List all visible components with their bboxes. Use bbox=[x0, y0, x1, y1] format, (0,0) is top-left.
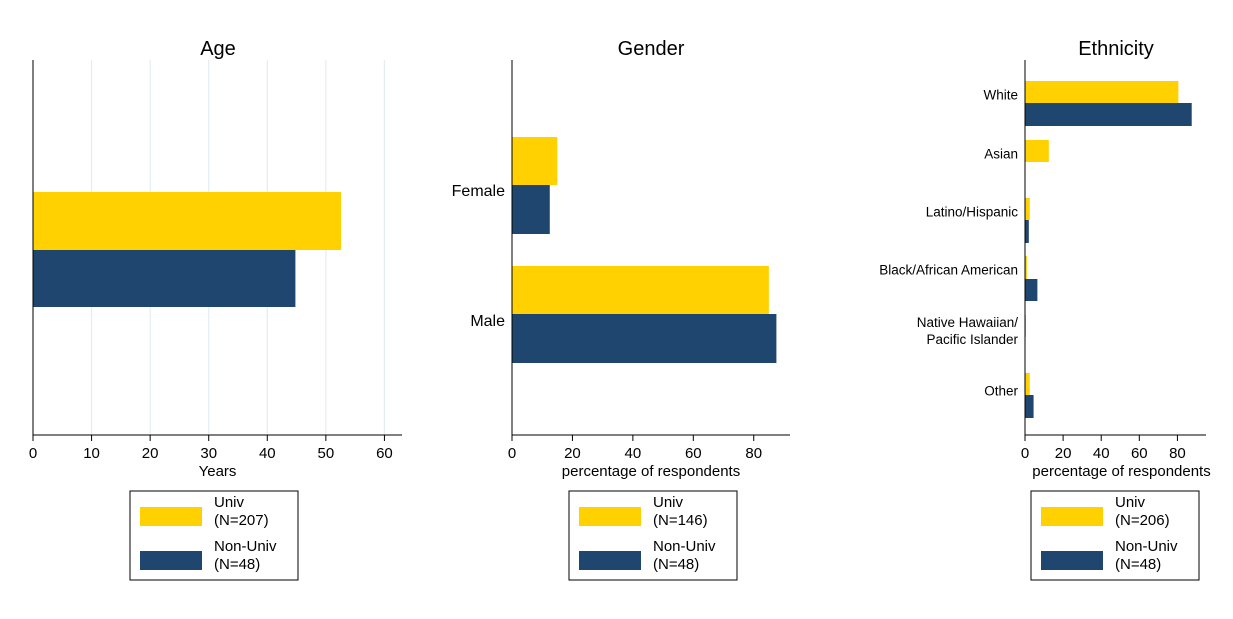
bar-univ bbox=[512, 137, 558, 185]
category-label: Native Hawaiian/Pacific Islander bbox=[917, 315, 1019, 347]
legend-swatch bbox=[579, 507, 641, 526]
bar-univ bbox=[1025, 198, 1030, 220]
bar-nonuniv bbox=[1025, 279, 1038, 301]
legend-label: Univ bbox=[1115, 494, 1146, 511]
x-tick-label: 20 bbox=[142, 445, 159, 462]
category-label: White bbox=[983, 88, 1018, 103]
legend-swatch bbox=[140, 551, 202, 570]
bar-univ bbox=[512, 266, 769, 314]
x-tick-label: 40 bbox=[259, 445, 276, 462]
bar-univ bbox=[1025, 140, 1049, 162]
x-tick-label: 40 bbox=[1093, 445, 1110, 462]
ethnicity-chart: Ethnicity White Asian Latino/Hispanic Black/… bbox=[879, 38, 1211, 581]
x-tick-label: 0 bbox=[29, 445, 37, 462]
legend-count: (N=48) bbox=[214, 556, 260, 573]
x-tick-label: 0 bbox=[1021, 445, 1029, 462]
category-label-line: Native Hawaiian/ bbox=[917, 315, 1019, 330]
legend-count: (N=146) bbox=[653, 512, 708, 529]
category-label: Other bbox=[984, 384, 1018, 399]
category-label: Female bbox=[452, 183, 505, 200]
legend-label: Non-Univ bbox=[214, 538, 277, 555]
legend-count: (N=206) bbox=[1115, 512, 1170, 529]
bar-univ bbox=[1025, 373, 1030, 395]
chart-title: Gender bbox=[618, 38, 685, 60]
category-label: Asian bbox=[984, 147, 1018, 162]
legend-swatch bbox=[1041, 551, 1103, 570]
legend-label: Univ bbox=[214, 494, 245, 511]
x-tick-label: 60 bbox=[685, 445, 702, 462]
legend-label: Non-Univ bbox=[653, 538, 716, 555]
legend-swatch bbox=[579, 551, 641, 570]
chart-title: Age bbox=[200, 38, 236, 60]
bar-nonuniv bbox=[512, 185, 550, 234]
x-tick-label: 60 bbox=[376, 445, 393, 462]
category-label: Male bbox=[470, 313, 505, 330]
x-tick-label: 60 bbox=[1131, 445, 1148, 462]
x-tick-label: 10 bbox=[83, 445, 100, 462]
legend-count: (N=207) bbox=[214, 512, 269, 529]
legend-label: Univ bbox=[653, 494, 684, 511]
x-tick-label: 50 bbox=[318, 445, 335, 462]
x-axis-label: percentage of respondents bbox=[1032, 463, 1210, 480]
chart-title: Ethnicity bbox=[1078, 38, 1154, 60]
x-tick-label: 0 bbox=[508, 445, 516, 462]
x-tick-label: 20 bbox=[564, 445, 581, 462]
bar-nonuniv bbox=[512, 314, 777, 363]
x-tick-label: 30 bbox=[200, 445, 217, 462]
x-tick-label: 40 bbox=[625, 445, 642, 462]
category-label-line: Pacific Islander bbox=[926, 332, 1018, 347]
bar-univ bbox=[1025, 256, 1027, 279]
legend-label: Non-Univ bbox=[1115, 538, 1178, 555]
bar-nonuniv bbox=[1025, 103, 1192, 126]
category-label: Black/African American bbox=[879, 263, 1018, 278]
gender-chart: Gender Female Male 0 20 40 60 80 percentage of r… bbox=[452, 38, 790, 581]
bar-nonuniv bbox=[1025, 220, 1029, 243]
bar-nonuniv bbox=[1025, 395, 1034, 418]
category-label: Latino/Hispanic bbox=[926, 205, 1019, 220]
bar-univ bbox=[33, 192, 342, 250]
legend-swatch bbox=[140, 507, 202, 526]
x-tick-label: 80 bbox=[745, 445, 762, 462]
x-tick-label: 80 bbox=[1169, 445, 1186, 462]
x-axis-label: Years bbox=[199, 463, 237, 480]
legend-count: (N=48) bbox=[1115, 556, 1161, 573]
bar-univ bbox=[1025, 81, 1179, 103]
bar-nonuniv bbox=[33, 250, 296, 307]
age-chart: Age 0 10 20 30 40 50 60 Years Univ(N=207) Non-Univ… bbox=[29, 38, 402, 581]
legend-count: (N=48) bbox=[653, 556, 699, 573]
x-axis-label: percentage of respondents bbox=[562, 463, 740, 480]
legend-swatch bbox=[1041, 507, 1103, 526]
x-tick-label: 20 bbox=[1055, 445, 1072, 462]
